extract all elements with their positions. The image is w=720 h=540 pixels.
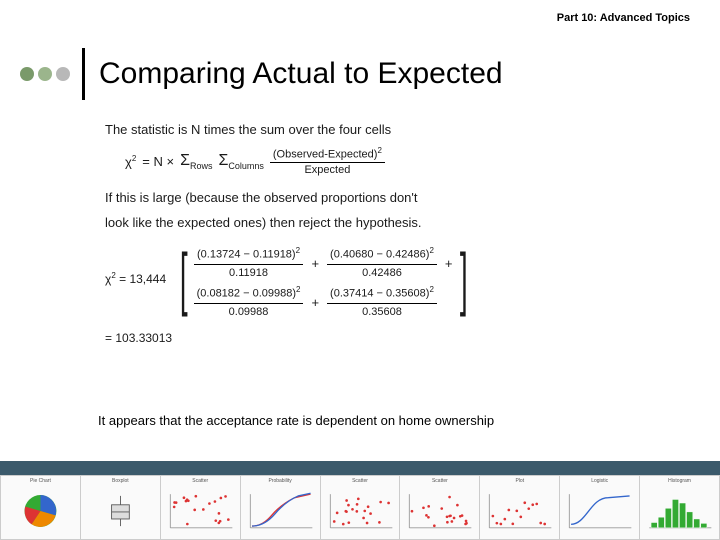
dot-1 — [20, 67, 34, 81]
thumbnail: Pie Chart — [0, 475, 80, 540]
thumbnail: Plot — [479, 475, 559, 540]
part-label: Part 10: Advanced Topics — [557, 12, 690, 24]
title-row: Comparing Actual to Expected — [20, 48, 503, 100]
result-value: = 103.33013 — [105, 331, 625, 345]
title-divider — [82, 48, 85, 100]
thumbnail: Probability — [240, 475, 320, 540]
fraction-grid: (0.13724 − 0.11918)20.11918 + (0.40680 − 0… — [194, 243, 455, 323]
content-block: The statistic is N times the sum over th… — [105, 120, 625, 345]
calc-fraction: (0.37414 − 0.35608)20.35608 — [327, 285, 437, 320]
computation-lhs: χ2 = 13,444 — [105, 243, 166, 286]
plus-sign: + — [309, 256, 321, 271]
explain-line-1: If this is large (because the observed p… — [105, 188, 625, 208]
thumbnail: Boxplot — [80, 475, 160, 540]
right-bracket: ] — [460, 243, 468, 323]
explain-line-2: look like the expected ones) then reject… — [105, 213, 625, 233]
dot-2 — [38, 67, 52, 81]
conclusion: It appears that the acceptance rate is d… — [98, 413, 494, 428]
chi-symbol: χ2 — [125, 154, 136, 169]
thumbnail: Logistic — [559, 475, 639, 540]
formula-fraction: (Observed-Expected)2 Expected — [270, 146, 385, 178]
thumbnail-strip: Pie ChartBoxplotScatterProbabilityScatte… — [0, 475, 720, 540]
thumbnail: Scatter — [399, 475, 479, 540]
plus-sign: + — [443, 256, 455, 271]
left-bracket: [ — [180, 243, 188, 323]
chi-formula: χ2 = N × ΣRows ΣColumns (Observed-Expect… — [125, 146, 625, 178]
sigma-rows: ΣRows — [180, 152, 212, 171]
thumbnail: Scatter — [160, 475, 240, 540]
sigma-cols: ΣColumns — [218, 152, 263, 171]
computation: χ2 = 13,444 [ (0.13724 − 0.11918)20.1191… — [105, 243, 625, 323]
calc-fraction: (0.08182 − 0.09988)20.09988 — [194, 285, 304, 320]
calc-fraction: (0.13724 − 0.11918)20.11918 — [194, 246, 304, 281]
thumbnail: Scatter — [320, 475, 400, 540]
dot-3 — [56, 67, 70, 81]
title-dots — [20, 67, 70, 81]
page-title: Comparing Actual to Expected — [99, 57, 503, 91]
intro-line: The statistic is N times the sum over th… — [105, 120, 625, 140]
bracket-group: [ (0.13724 − 0.11918)20.11918 + (0.40680 −… — [174, 243, 474, 323]
footer-bar — [0, 461, 720, 475]
calc-fraction: (0.40680 − 0.42486)20.42486 — [327, 246, 437, 281]
plus-sign: + — [309, 295, 321, 310]
eq-n: = N × — [142, 154, 174, 169]
thumbnail: Histogram — [639, 475, 720, 540]
